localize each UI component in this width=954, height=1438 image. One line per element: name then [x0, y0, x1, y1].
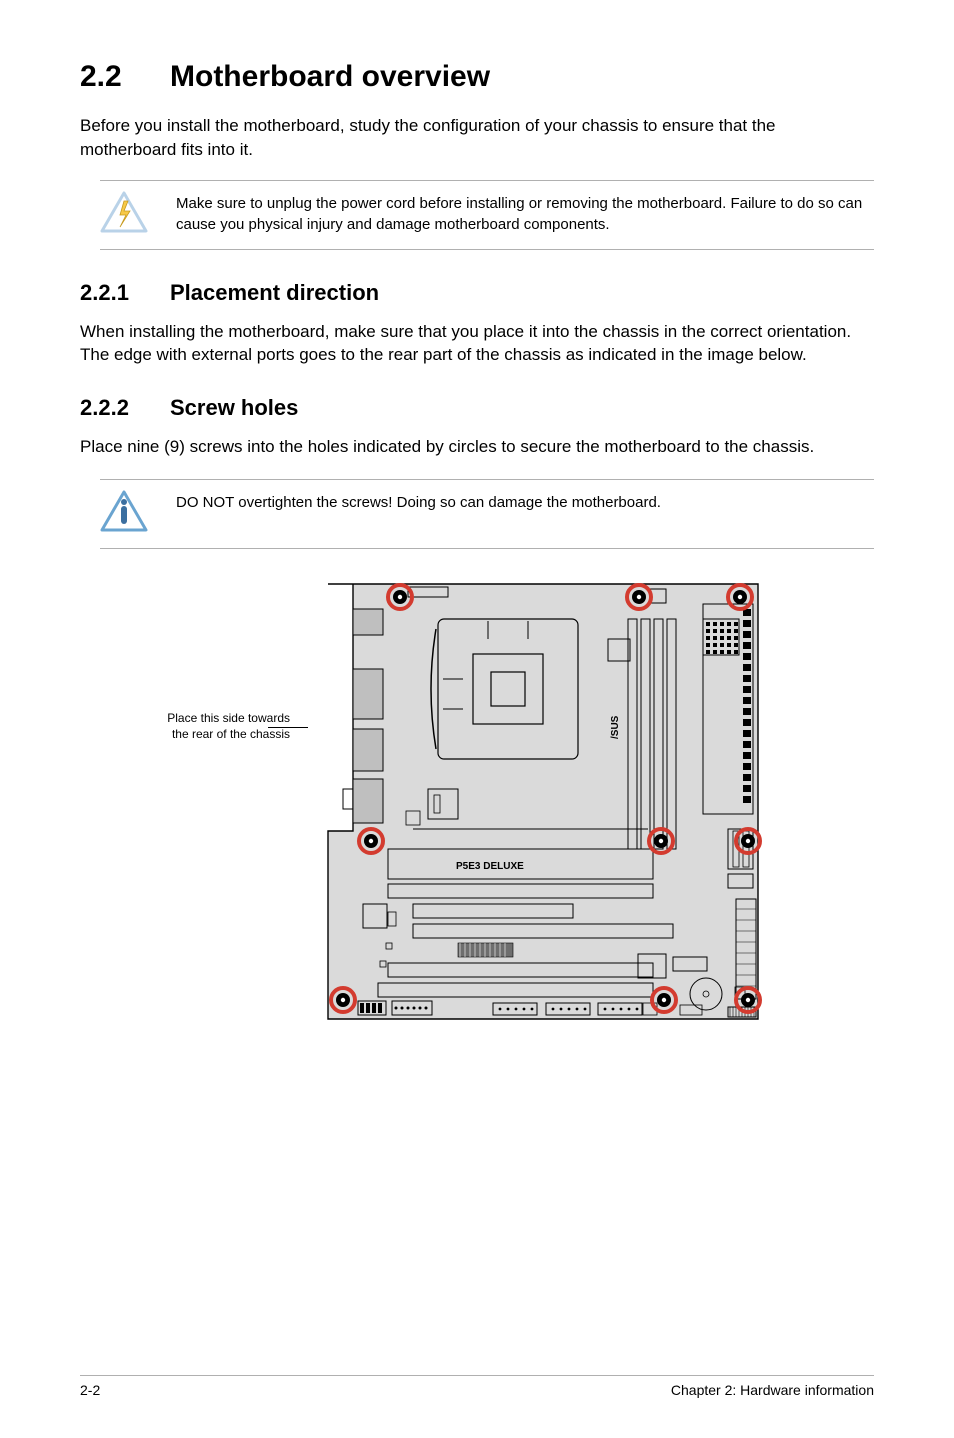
section1-title: Placement direction: [170, 280, 379, 306]
side-label-line2: the rear of the chassis: [172, 727, 290, 741]
main-heading: 2.2 Motherboard overview: [80, 60, 874, 94]
heading-title: Motherboard overview: [170, 60, 490, 94]
diagram-side-label: Place this side towards the rear of the …: [80, 579, 290, 742]
leader-line: [268, 727, 308, 728]
page-footer: 2-2 Chapter 2: Hardware information: [80, 1375, 874, 1398]
svg-text:P5E3 DELUXE: P5E3 DELUXE: [456, 861, 524, 872]
section2-title: Screw holes: [170, 395, 298, 421]
footer-left: 2-2: [80, 1382, 100, 1398]
svg-text:/SUS: /SUS: [610, 715, 621, 739]
section2-body: Place nine (9) screws into the holes ind…: [80, 435, 874, 459]
warning-text: Make sure to unplug the power cord befor…: [176, 191, 874, 235]
section2-number: 2.2.2: [80, 395, 170, 421]
caution-icon: [100, 490, 176, 538]
footer-right: Chapter 2: Hardware information: [671, 1382, 874, 1398]
section1-body: When installing the motherboard, make su…: [80, 320, 874, 368]
section2-heading: 2.2.2 Screw holes: [80, 395, 874, 421]
caution-text: DO NOT overtighten the screws! Doing so …: [176, 490, 661, 513]
lightning-icon: [100, 191, 176, 239]
heading-number: 2.2: [80, 60, 170, 94]
section1-heading: 2.2.1 Placement direction: [80, 280, 874, 306]
motherboard-diagram: /SUS P5E3 DELUXE: [308, 579, 778, 1034]
warning-callout: Make sure to unplug the power cord befor…: [100, 180, 874, 250]
side-label-line1: Place this side towards: [167, 711, 290, 725]
caution-callout: DO NOT overtighten the screws! Doing so …: [100, 479, 874, 549]
section1-number: 2.2.1: [80, 280, 170, 306]
intro-paragraph: Before you install the motherboard, stud…: [80, 114, 874, 162]
